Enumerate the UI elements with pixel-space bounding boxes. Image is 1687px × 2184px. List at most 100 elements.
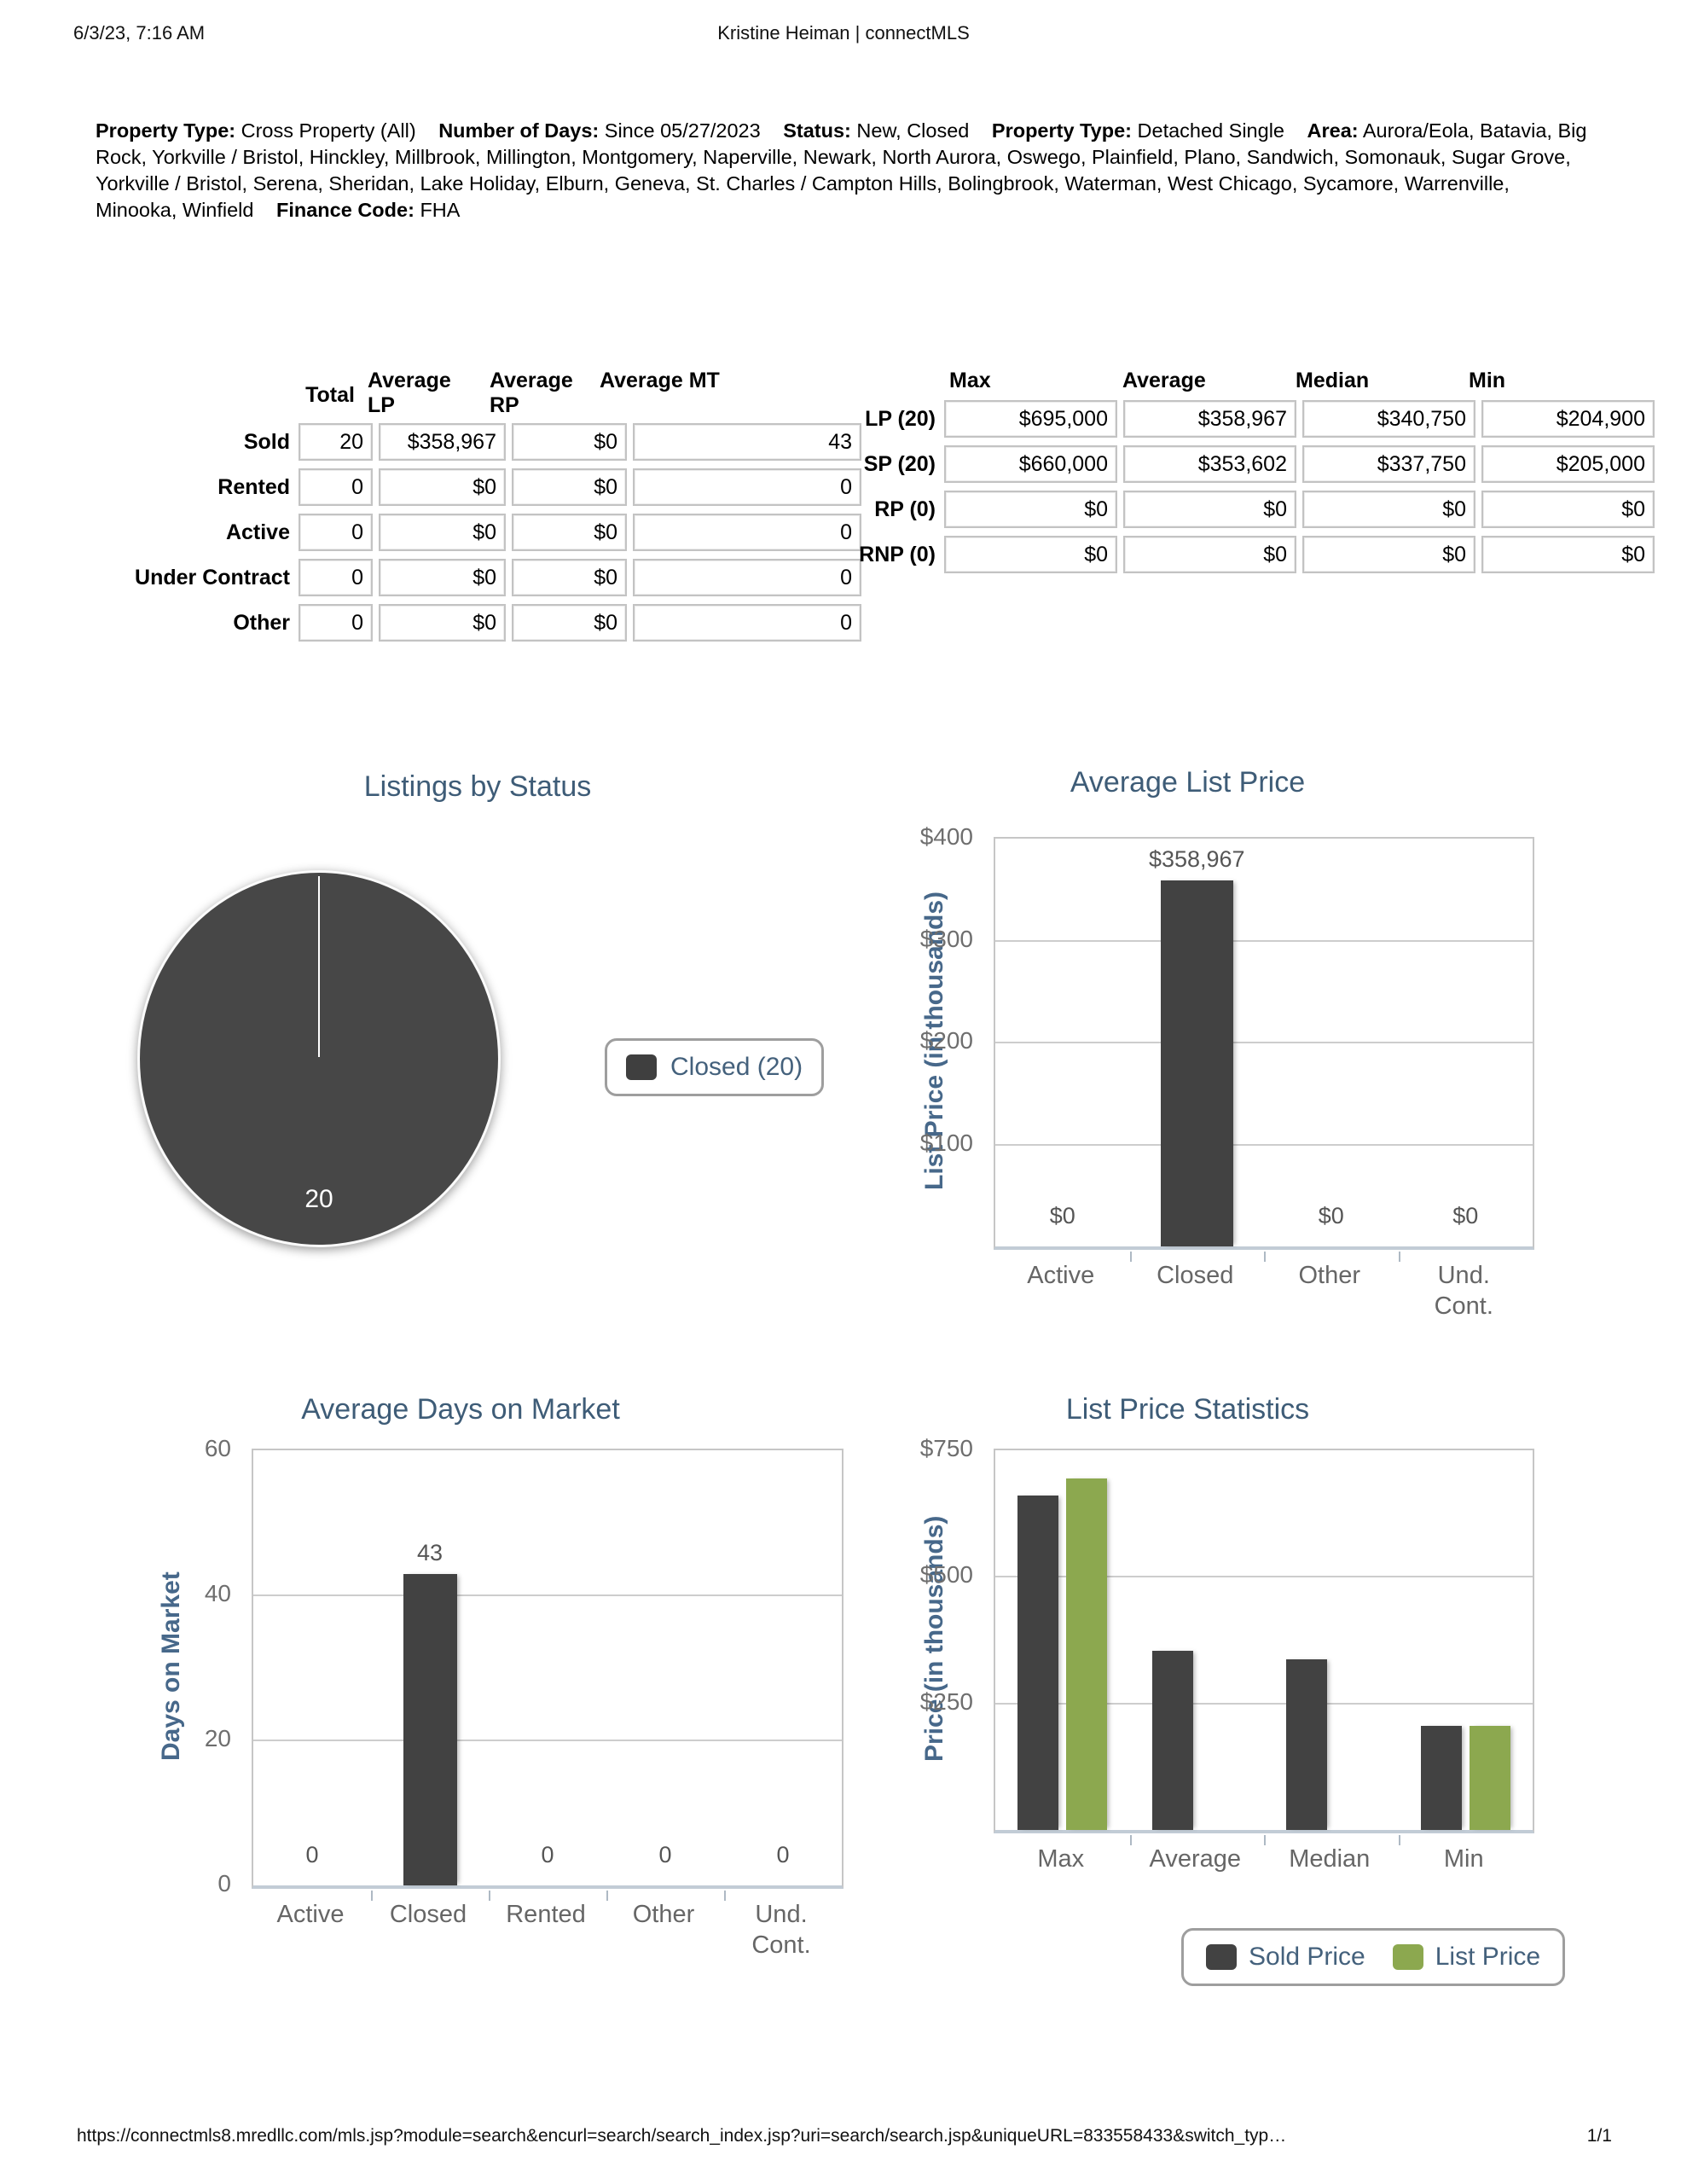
stats-table-header: Max Average Median Min: [840, 369, 1661, 393]
value-label: $0: [1049, 1203, 1075, 1228]
col-header-median: Median: [1296, 369, 1370, 392]
category-slot: 0: [724, 1450, 842, 1885]
bar-slot: [639, 1450, 693, 1885]
stat-field: $337,750: [1302, 445, 1475, 483]
bar-slot: [521, 1450, 575, 1885]
stat-field: $0: [379, 514, 506, 551]
y-tick: $250: [919, 1687, 973, 1715]
bar-slot: [1335, 1450, 1376, 1830]
stat-field: 0: [299, 604, 373, 642]
chart-title: Listings by Status: [363, 770, 592, 803]
value-label: 0: [305, 1842, 319, 1867]
y-axis-ticks: 60 40 20 0: [81, 1435, 241, 1896]
bar-median: [1286, 1658, 1328, 1830]
chart-canvas: Price (in thousands) $750 $500 $250 Max Ave…: [844, 1435, 1603, 1986]
stat-field: $0: [1123, 491, 1296, 528]
table-row-rented: Rented 0 $0 $0 0: [98, 468, 867, 506]
bar-closed: [403, 1573, 457, 1885]
stat-field: $0: [512, 423, 627, 461]
y-axis-ticks: $750 $500 $250: [844, 1435, 983, 1828]
x-label: Min: [1443, 1845, 1484, 1873]
stat-field: $695,000: [944, 400, 1117, 438]
legend-swatch-sold-price: [1206, 1944, 1237, 1970]
stat-field: $0: [944, 491, 1117, 528]
col-header-average-rp: Average RP: [490, 369, 573, 417]
stat-field: 0: [633, 604, 861, 642]
row-label: RNP (0): [859, 543, 936, 566]
x-label: Rented: [506, 1901, 586, 1928]
x-label: Active: [276, 1901, 345, 1928]
stat-field: 0: [299, 468, 373, 506]
col-header-min: Min: [1469, 369, 1506, 392]
plot-area: [994, 1449, 1534, 1845]
stat-field: $353,602: [1123, 445, 1296, 483]
y-axis-ticks: $400 $300 $200 $100: [844, 823, 983, 1245]
stat-field: $0: [1481, 536, 1655, 573]
average-days-on-market-chart: Average Days on Market Days on Market 60…: [81, 1393, 874, 1974]
chart-title: Average Days on Market: [301, 1393, 620, 1426]
gridline: [253, 1594, 842, 1596]
row-label: Other: [233, 611, 290, 635]
x-axis-labels: Active Closed Rented Other Und. Cont.: [252, 1889, 840, 1974]
pie-legend: Closed (20): [605, 1038, 825, 1096]
stat-field: 20: [299, 423, 373, 461]
bar-slot: [1160, 839, 1233, 1246]
bar-slot: [1286, 1450, 1328, 1830]
value-label: 0: [776, 1842, 790, 1867]
chart-canvas: List Price (in thousands) $400 $300 $200 $1…: [844, 823, 1603, 1335]
bar-slot: [1151, 1450, 1193, 1830]
x-tick: [489, 1891, 490, 1901]
plot-area: 0 43 0 0 0: [252, 1449, 844, 1901]
gridline: [995, 1042, 1533, 1043]
criteria-value: Aurora/Eola, Batavia, Big Rock, Yorkvill…: [96, 119, 1587, 221]
row-label: Sold: [243, 430, 290, 454]
x-tick: [724, 1891, 726, 1901]
bar-slot: [1420, 1450, 1462, 1830]
stat-field: 0: [633, 559, 861, 596]
page-title: Kristine Heiman | connectMLS: [717, 22, 970, 44]
bar-average: [1151, 1651, 1193, 1830]
criteria-label: Status:: [783, 119, 851, 142]
category-slot: $0: [1264, 839, 1399, 1246]
stat-field: $660,000: [944, 445, 1117, 483]
pie-slice-divider: [318, 876, 320, 1057]
stat-field: $0: [1123, 536, 1296, 573]
row-label: RP (0): [874, 497, 936, 521]
category-slot: $0: [995, 839, 1130, 1246]
bar-slot: [1201, 1450, 1242, 1830]
x-label: Max: [1037, 1845, 1085, 1873]
category-slot: $358,967: [1130, 839, 1265, 1246]
legend-swatch-list-price: [1392, 1944, 1423, 1970]
x-tick: [606, 1891, 608, 1901]
source-url: https://connectmls8.mredllc.com/mls.jsp?…: [77, 2126, 1287, 2146]
table-row-rnp: RNP (0) $0 $0 $0 $0: [840, 536, 1661, 573]
bar-min: [1469, 1726, 1510, 1830]
criteria-label: Number of Days:: [438, 119, 600, 142]
average-list-price-chart: Average List Price List Price (in thousa…: [844, 766, 1603, 1335]
value-label: 0: [541, 1842, 554, 1867]
table-row-rp: RP (0) $0 $0 $0 $0: [840, 491, 1661, 528]
category-slot: $0: [1399, 839, 1533, 1246]
bar-slot: [757, 1450, 810, 1885]
category-slot: [1130, 1450, 1265, 1830]
x-tick: [1398, 1252, 1400, 1262]
category-slot: [1399, 1450, 1533, 1830]
y-tick: $300: [919, 925, 973, 952]
gridline: [995, 1702, 1533, 1705]
pie-slice-closed: 20: [137, 870, 501, 1247]
x-label: Closed: [1157, 1262, 1234, 1289]
stat-field: 0: [299, 514, 373, 551]
chart-canvas: Days on Market 60 40 20 0 0 43 0 0 0 Active Clos…: [81, 1435, 874, 1974]
y-tick: 0: [217, 1870, 231, 1896]
x-axis-labels: Active Closed Other Und. Cont.: [994, 1250, 1531, 1335]
stat-field: $0: [1481, 491, 1655, 528]
legend-entry-sold-price: Sold Price: [1206, 1943, 1365, 1972]
gridline: [253, 1740, 842, 1741]
col-header-average-mt: Average MT: [600, 369, 720, 392]
y-tick: $500: [919, 1561, 973, 1589]
row-label: Active: [225, 520, 290, 544]
bar-min: [1420, 1726, 1462, 1830]
criteria-value: FHA: [420, 199, 461, 221]
criteria-label: Area:: [1307, 119, 1359, 142]
